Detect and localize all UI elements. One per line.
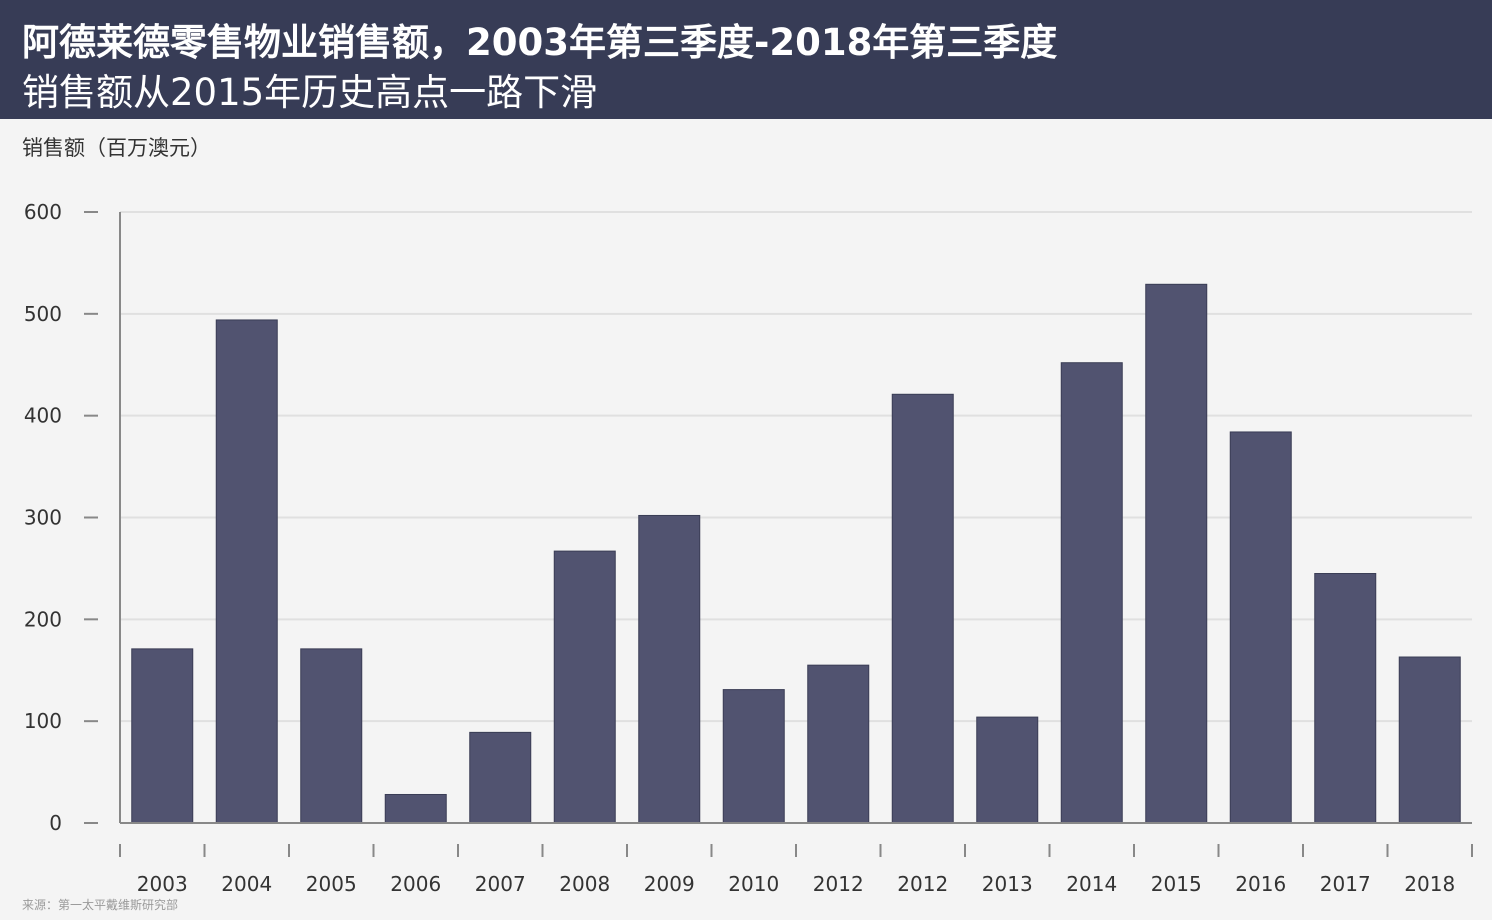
y-tick-label: 600 [24, 200, 62, 224]
y-axis-label: 销售额（百万澳元） [22, 136, 211, 160]
x-tick-label: 2005 [306, 872, 357, 896]
chart-header: 阿德莱德零售物业销售额，2003年第三季度-2018年第三季度 销售额从2015… [0, 0, 1492, 119]
x-tick-label: 2014 [1066, 872, 1117, 896]
bar [131, 648, 194, 824]
x-tick-label: 2012 [897, 872, 948, 896]
x-tick-label: 2009 [644, 872, 695, 896]
bar [638, 514, 701, 824]
chart-title: 阿德莱德零售物业销售额，2003年第三季度-2018年第三季度 [22, 21, 1058, 64]
x-tick-label: 2016 [1235, 872, 1286, 896]
x-tick-label: 2004 [221, 872, 272, 896]
bar [891, 393, 954, 824]
y-tick-label: 400 [24, 404, 62, 428]
bar [1060, 362, 1123, 824]
x-tick-label: 2006 [390, 872, 441, 896]
x-tick-label: 2018 [1404, 872, 1455, 896]
x-tick-label: 2003 [137, 872, 188, 896]
bar [384, 793, 447, 824]
x-tick-label: 2012 [813, 872, 864, 896]
x-tick-label: 2013 [982, 872, 1033, 896]
source-note: 来源：第一太平戴维斯研究部 [22, 898, 179, 912]
bar [215, 319, 278, 824]
bar [807, 664, 870, 824]
bar [300, 648, 363, 824]
y-tick-label: 200 [24, 607, 62, 631]
bar [722, 689, 785, 824]
x-axis: 2003 2004 2005 2006 2007 2008 2009 2010 2012 2012… [119, 822, 1473, 896]
bar [469, 731, 532, 824]
bar [1229, 431, 1292, 824]
x-tick-label: 2008 [559, 872, 610, 896]
bar [976, 716, 1039, 824]
x-tick-label: 2015 [1151, 872, 1202, 896]
y-axis: 0 100 200 300 400 500 600 [24, 200, 121, 835]
bar [1145, 283, 1208, 824]
bar [553, 550, 616, 824]
bars [131, 283, 1461, 824]
x-tick-label: 2017 [1320, 872, 1371, 896]
y-tick-label: 0 [49, 811, 62, 835]
x-tick-label: 2010 [728, 872, 779, 896]
chart-subtitle: 销售额从2015年历史高点一路下滑 [22, 71, 598, 114]
y-tick-label: 500 [24, 302, 62, 326]
y-tick-label: 100 [24, 709, 62, 733]
bar [1314, 573, 1377, 824]
bar [1398, 656, 1461, 824]
y-tick-label: 300 [24, 506, 62, 530]
x-tick-label: 2007 [475, 872, 526, 896]
